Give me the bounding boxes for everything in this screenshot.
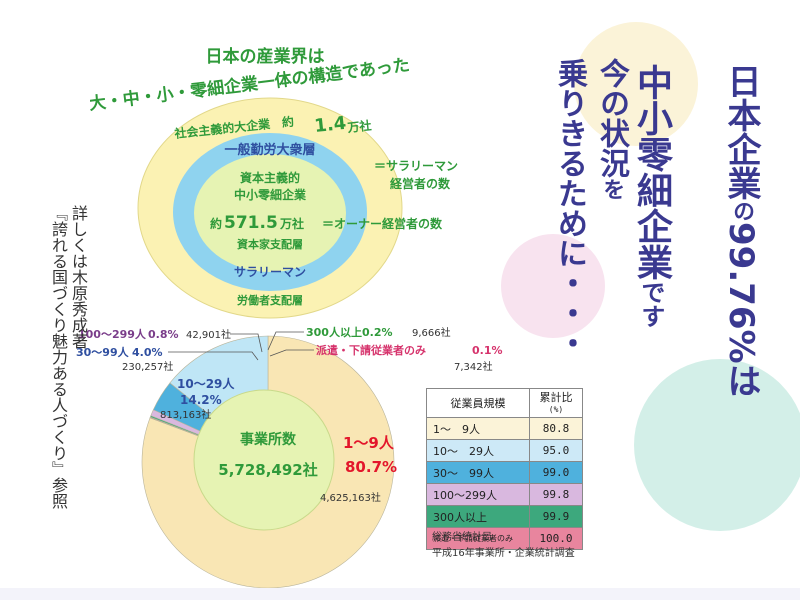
headline-left-a: 今の状況 xyxy=(594,58,629,178)
slice-6-leader xyxy=(269,349,314,357)
reference-note-line-1: 詳しくは木原秀成著 xyxy=(69,205,88,349)
slice-6-count: 7,342社 xyxy=(454,360,493,373)
slice-6-label: 派遣・下請従業者のみ xyxy=(316,343,426,357)
table-header-ratio: 累計比 (%) xyxy=(529,388,583,418)
industry-structure-diagram: 日本の産業界は 大・中・小・零細企業一体の構造であった 社会主義的大企業 約 1… xyxy=(90,46,458,319)
table-cell-size: 1〜 9人 xyxy=(426,417,530,440)
headline-main-a: 日本企業 xyxy=(721,64,761,200)
big-enterprise-note-1: ＝サラリーマン xyxy=(374,159,458,173)
headline-mid-b: です xyxy=(637,280,665,328)
slice-3-label: 30〜99人 xyxy=(76,345,130,359)
slice-2-label: 10〜29人 xyxy=(177,376,235,391)
table-cell-ratio: 99.8 xyxy=(529,483,583,506)
slice-4-leader xyxy=(230,333,263,353)
headline-main-c: 99.76 xyxy=(721,222,761,330)
source-line-1: 総務省統計局 xyxy=(432,532,492,543)
pie-slice-1 xyxy=(141,335,395,589)
slice-2-percent: 14.2% xyxy=(180,393,222,407)
source-line-2: 平成16年事業所・企業統計調査 xyxy=(432,548,575,559)
table-header-size: 従業員規模 xyxy=(426,388,530,418)
slice-3-count: 230,257社 xyxy=(122,360,173,373)
slice-1-count: 4,625,163社 xyxy=(320,491,381,504)
inner-value: 571.5 xyxy=(224,213,278,233)
pie-center-disc xyxy=(193,389,335,531)
bottom-band xyxy=(0,588,800,600)
inner-value-unit: 万社 xyxy=(279,216,304,231)
slice-5-percent: 0.2% xyxy=(362,326,393,339)
table-cell-ratio: 99.9 xyxy=(529,505,583,528)
pie-title: 事業所数 xyxy=(240,431,297,448)
slice-2-count: 813,163社 xyxy=(160,408,211,421)
table-row: 1〜 9人 80.8 xyxy=(426,417,583,440)
source-note: 総務省統計局 平成16年事業所・企業統計調査 xyxy=(432,530,575,562)
table-cell-ratio: 95.0 xyxy=(529,439,583,462)
slice-4-count: 42,901社 xyxy=(186,328,231,341)
table-row: 300人以上 99.9 xyxy=(426,505,583,528)
table-cell-ratio: 99.0 xyxy=(529,461,583,484)
slice-1-label: 1〜9人 xyxy=(343,434,395,452)
deco-circle-green xyxy=(634,359,800,531)
slice-3-leader xyxy=(168,351,259,361)
pie-total: 5,728,492社 xyxy=(218,461,317,479)
table-row: 10〜 29人 95.0 xyxy=(426,439,583,462)
table-cell-size: 300人以上 xyxy=(426,505,530,528)
headline-mid-a: 中小零細企業 xyxy=(631,64,672,280)
slice-3-percent: 4.0% xyxy=(132,346,163,359)
slice-4-label: 100〜299人 xyxy=(78,327,147,341)
table-row: 派遣・下請従業者のみ 100.0 xyxy=(426,527,583,550)
headline-left-b: を xyxy=(599,178,624,200)
inner-ellipse xyxy=(194,154,346,272)
slice-1-percent: 80.7% xyxy=(345,458,397,476)
headline-main: 日本企業の99.76%は xyxy=(718,64,764,398)
headline-mid: 中小零細企業です xyxy=(630,64,672,328)
structure-title-1: 日本の産業界は xyxy=(206,46,325,67)
table-header-row: 従業員規模 累計比 (%) xyxy=(426,388,583,418)
table-cell-ratio: 80.8 xyxy=(529,417,583,440)
table-cell-size: 派遣・下請従業者のみ xyxy=(426,527,530,550)
inner-value-prefix: 約 xyxy=(210,216,222,231)
table-row: 100〜299人 99.8 xyxy=(426,483,583,506)
big-enterprise-note-2: 経営者の数 xyxy=(390,176,451,191)
inner-label-2: 中小零細企業 xyxy=(234,187,307,202)
headline-main-b: の xyxy=(729,200,754,222)
big-enterprise-value: 1.4 xyxy=(313,113,347,137)
table-row: 30〜 99人 99.0 xyxy=(426,461,583,484)
table-header-ratio-label: 累計比 xyxy=(539,390,573,404)
reference-note-line-2: 『誇れる国づくり魅力ある人づくり』参照 xyxy=(49,205,68,509)
general-workers-label: 一般勤労大衆層 xyxy=(224,142,315,158)
reference-note: 詳しくは木原秀成著 『誇れる国づくり魅力ある人づくり』参照 xyxy=(48,205,88,509)
slice-5-count: 9,666社 xyxy=(412,326,451,339)
inner-value-note: ＝オーナー経営者の数 xyxy=(322,216,443,231)
slice-5-leader xyxy=(267,331,304,351)
deco-circle-pink xyxy=(501,234,605,338)
inner-label-4: 資本家支配層 xyxy=(237,237,303,251)
cumulative-table-wrap: 従業員規模 累計比 (%) 1〜 9人 80.8 10〜 29人 95.0 30… xyxy=(426,388,583,550)
inner-label-1: 資本主義的 xyxy=(240,170,300,185)
headline-left-c: 乗りきるために・・・ xyxy=(552,58,587,358)
deco-circle-yellow xyxy=(574,22,698,146)
headline-main-d: %は xyxy=(721,329,761,398)
salaryman-label: サラリーマン xyxy=(234,265,306,279)
slice-4-percent: 0.8% xyxy=(148,328,179,341)
big-enterprise-unit: 万社 xyxy=(346,118,372,136)
table-cell-size: 30〜 99人 xyxy=(426,461,530,484)
slice-6-percent: 0.1% xyxy=(472,344,503,357)
cumulative-ratio-table: 従業員規模 累計比 (%) 1〜 9人 80.8 10〜 29人 95.0 30… xyxy=(426,388,583,550)
headline-left: 今の状況を 乗りきるために・・・ xyxy=(548,58,632,358)
table-cell-size: 10〜 29人 xyxy=(426,439,530,462)
table-header-unit: (%) xyxy=(548,404,564,414)
worker-class-label: 労働者支配層 xyxy=(237,293,303,307)
table-cell-ratio: 100.0 xyxy=(529,527,583,550)
slice-5-label: 300人以上 xyxy=(306,325,362,339)
table-cell-size: 100〜299人 xyxy=(426,483,530,506)
